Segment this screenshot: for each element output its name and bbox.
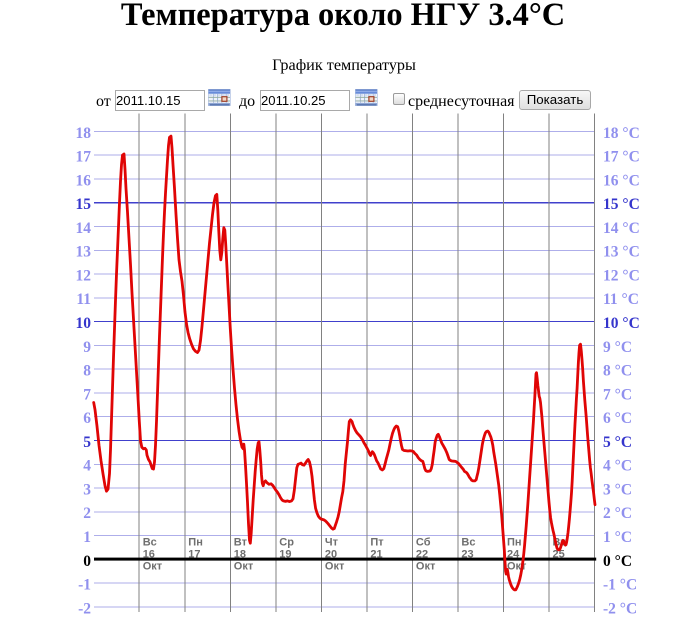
svg-text:Вс: Вс bbox=[461, 537, 475, 549]
svg-text:17: 17 bbox=[76, 149, 92, 166]
svg-text:1 °C: 1 °C bbox=[603, 529, 632, 546]
svg-text:Окт: Окт bbox=[325, 561, 345, 573]
svg-text:5: 5 bbox=[83, 434, 91, 451]
svg-text:0 °C: 0 °C bbox=[603, 553, 632, 570]
svg-text:16 °C: 16 °C bbox=[603, 172, 640, 189]
svg-text:14 °C: 14 °C bbox=[603, 220, 640, 237]
svg-text:Вс: Вс bbox=[143, 537, 157, 549]
svg-text:7 °C: 7 °C bbox=[603, 386, 632, 403]
svg-text:22: 22 bbox=[416, 549, 428, 561]
svg-text:5 °C: 5 °C bbox=[603, 434, 632, 451]
svg-text:6: 6 bbox=[83, 410, 91, 427]
svg-text:11: 11 bbox=[76, 291, 91, 308]
svg-text:-2: -2 bbox=[78, 600, 91, 617]
svg-text:15 °C: 15 °C bbox=[603, 196, 640, 213]
svg-text:4: 4 bbox=[83, 458, 91, 475]
svg-text:20: 20 bbox=[325, 549, 337, 561]
svg-text:15: 15 bbox=[76, 196, 92, 213]
svg-text:3: 3 bbox=[83, 482, 91, 499]
svg-text:13: 13 bbox=[76, 244, 92, 261]
svg-text:2 °C: 2 °C bbox=[603, 505, 632, 522]
svg-text:4 °C: 4 °C bbox=[603, 458, 632, 475]
svg-text:Окт: Окт bbox=[143, 561, 163, 573]
svg-text:Окт: Окт bbox=[234, 561, 254, 573]
svg-text:Чт: Чт bbox=[325, 537, 339, 549]
svg-text:-2 °C: -2 °C bbox=[603, 600, 637, 617]
svg-text:-1: -1 bbox=[78, 577, 91, 594]
svg-text:18: 18 bbox=[76, 125, 92, 142]
svg-text:10 °C: 10 °C bbox=[603, 315, 640, 332]
svg-text:10: 10 bbox=[76, 315, 92, 332]
svg-text:12: 12 bbox=[76, 267, 92, 284]
svg-text:Пн: Пн bbox=[188, 537, 203, 549]
svg-text:1: 1 bbox=[83, 529, 91, 546]
svg-text:9: 9 bbox=[83, 339, 91, 356]
svg-text:2: 2 bbox=[83, 505, 91, 522]
svg-text:21: 21 bbox=[370, 549, 382, 561]
svg-text:18: 18 bbox=[234, 549, 246, 561]
svg-text:8 °C: 8 °C bbox=[603, 363, 632, 380]
svg-text:Пн: Пн bbox=[507, 537, 522, 549]
svg-text:17 °C: 17 °C bbox=[603, 149, 640, 166]
svg-text:Сб: Сб bbox=[416, 537, 431, 549]
svg-text:24: 24 bbox=[507, 549, 520, 561]
svg-text:13 °C: 13 °C bbox=[603, 244, 640, 261]
svg-text:Вт: Вт bbox=[234, 537, 248, 549]
svg-text:19: 19 bbox=[279, 549, 291, 561]
svg-text:9 °C: 9 °C bbox=[603, 339, 632, 356]
svg-text:Окт: Окт bbox=[416, 561, 436, 573]
svg-text:Пт: Пт bbox=[370, 537, 384, 549]
svg-text:11 °C: 11 °C bbox=[603, 291, 639, 308]
svg-text:14: 14 bbox=[76, 220, 92, 237]
svg-text:12 °C: 12 °C bbox=[603, 267, 640, 284]
svg-text:23: 23 bbox=[461, 549, 473, 561]
svg-text:18 °C: 18 °C bbox=[603, 125, 640, 142]
svg-text:16: 16 bbox=[76, 172, 92, 189]
svg-text:0: 0 bbox=[83, 553, 91, 570]
svg-text:17: 17 bbox=[188, 549, 200, 561]
svg-text:8: 8 bbox=[83, 363, 91, 380]
svg-text:3 °C: 3 °C bbox=[603, 482, 632, 499]
svg-text:16: 16 bbox=[143, 549, 155, 561]
svg-text:Ср: Ср bbox=[279, 537, 294, 549]
svg-text:-1 °C: -1 °C bbox=[603, 577, 637, 594]
svg-text:7: 7 bbox=[83, 386, 91, 403]
svg-text:25: 25 bbox=[553, 549, 565, 561]
svg-text:6 °C: 6 °C bbox=[603, 410, 632, 427]
